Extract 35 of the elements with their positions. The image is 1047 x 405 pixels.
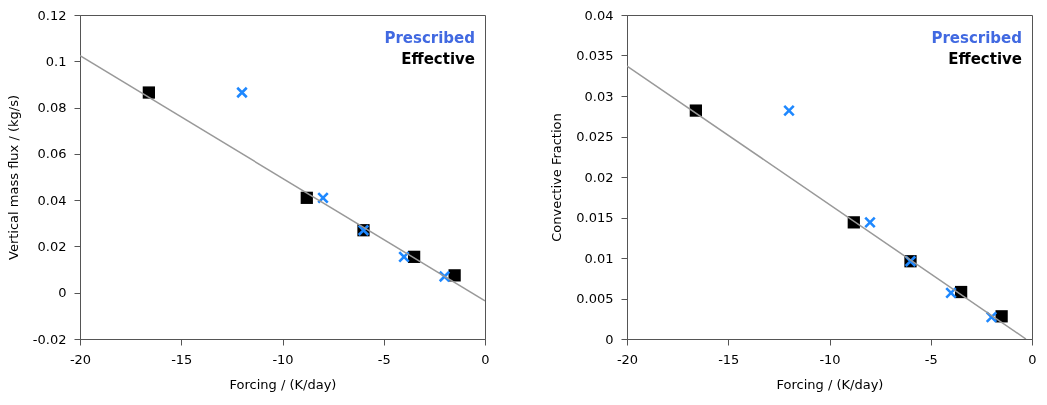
text: Prescribed	[931, 29, 1022, 47]
x-tick-label: -10	[819, 351, 841, 367]
y-tick-label: 0.03	[584, 88, 614, 104]
text: Prescribed	[384, 29, 475, 47]
x-tick-label: -5	[924, 351, 938, 367]
y-axis-title: Vertical mass flux / (kg/s)	[5, 95, 21, 260]
y-tick-label: 0.025	[576, 129, 614, 144]
text: Effective	[401, 50, 475, 68]
y-tick-label: 0.06	[37, 146, 67, 162]
y-tick-label: 0.015	[576, 210, 614, 225]
y-tick-label: 0.04	[584, 7, 614, 23]
x-tick-label: -15	[718, 351, 740, 367]
x-tick-label: -20	[69, 351, 92, 367]
x-tick-label: -20	[616, 351, 639, 367]
x-tick-label: 0	[481, 351, 490, 367]
y-tick-label: 0.035	[576, 48, 614, 63]
x-tick-label: -5	[377, 351, 391, 367]
y-tick-label: 0.005	[576, 291, 614, 306]
y-axis-title: Convective Fraction	[549, 113, 565, 242]
y-tick-label: 0.1	[45, 53, 67, 69]
y-tick-label: 0.02	[37, 238, 67, 254]
y-tick-label: 0.12	[37, 7, 67, 23]
x-tick-label: -10	[272, 351, 294, 367]
x-tick-label: -15	[171, 351, 193, 367]
y-tick-label: -0.02	[32, 331, 67, 347]
y-tick-label: 0.02	[584, 169, 614, 185]
text: Effective	[948, 50, 1022, 68]
y-tick-label: 0.01	[584, 250, 614, 266]
y-tick-label: 0	[605, 331, 614, 347]
x-tick-label: 0	[1028, 351, 1037, 367]
x-axis-title: Forcing / (K/day)	[776, 376, 884, 392]
x-axis-title: Forcing / (K/day)	[229, 376, 337, 392]
y-tick-label: 0	[58, 285, 67, 301]
y-tick-label: 0.04	[37, 192, 67, 208]
y-tick-label: 0.08	[37, 100, 67, 116]
